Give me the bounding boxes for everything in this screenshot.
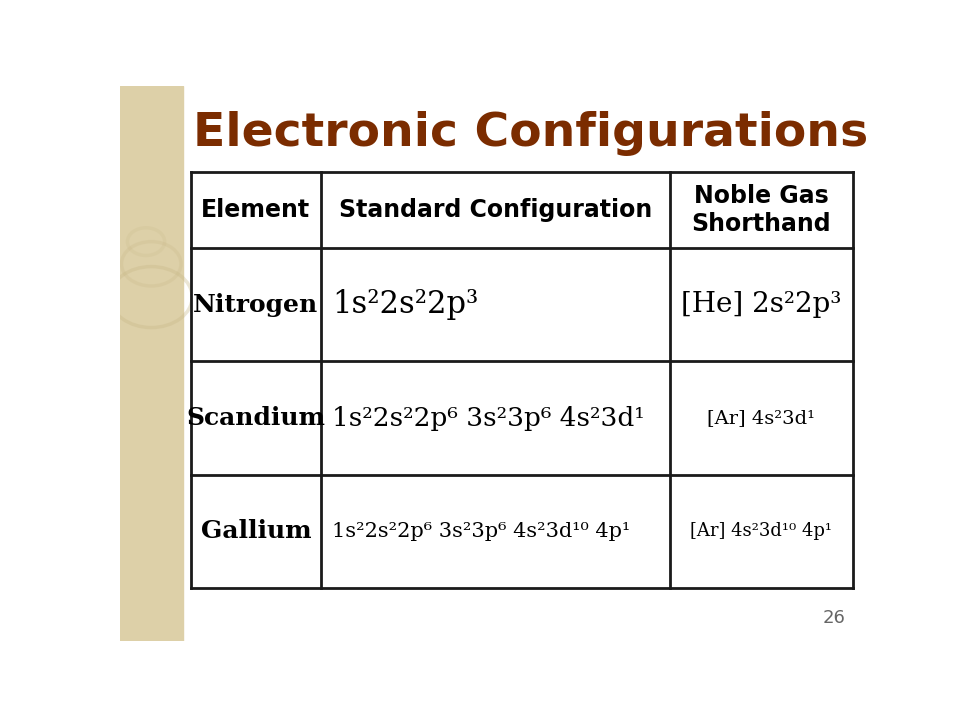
Text: [Ar] 4s²3d¹: [Ar] 4s²3d¹ [708,409,815,427]
Text: Scandium: Scandium [186,406,325,430]
Text: 26: 26 [823,609,846,627]
Bar [670,248,852,361]
Text: Element: Element [202,198,310,222]
Bar [670,172,852,248]
Bar [670,474,852,588]
Text: Electronic Configurations: Electronic Configurations [193,112,868,156]
Bar [670,361,852,474]
Text: Standard Configuration: Standard Configuration [339,198,652,222]
Bar [321,474,670,588]
Bar [321,172,670,248]
Text: [He] 2s²2p³: [He] 2s²2p³ [681,291,842,318]
Bar [191,474,321,588]
Bar [120,86,183,641]
Text: Gallium: Gallium [201,519,311,544]
Text: Noble Gas
Shorthand: Noble Gas Shorthand [691,184,831,236]
Text: 1s²2s²2p⁶ 3s²3p⁶ 4s²3d¹: 1s²2s²2p⁶ 3s²3p⁶ 4s²3d¹ [332,405,645,431]
Bar [321,248,670,361]
Bar [321,361,670,474]
Bar [191,172,321,248]
Bar [191,248,321,361]
Text: 1s²2s²2p⁶ 3s²3p⁶ 4s²3d¹⁰ 4p¹: 1s²2s²2p⁶ 3s²3p⁶ 4s²3d¹⁰ 4p¹ [332,522,631,541]
Text: [Ar] 4s²3d¹⁰ 4p¹: [Ar] 4s²3d¹⁰ 4p¹ [690,523,832,541]
Text: 1s²2s²2p³: 1s²2s²2p³ [332,289,478,320]
Bar [191,361,321,474]
Text: Nitrogen: Nitrogen [193,292,319,317]
